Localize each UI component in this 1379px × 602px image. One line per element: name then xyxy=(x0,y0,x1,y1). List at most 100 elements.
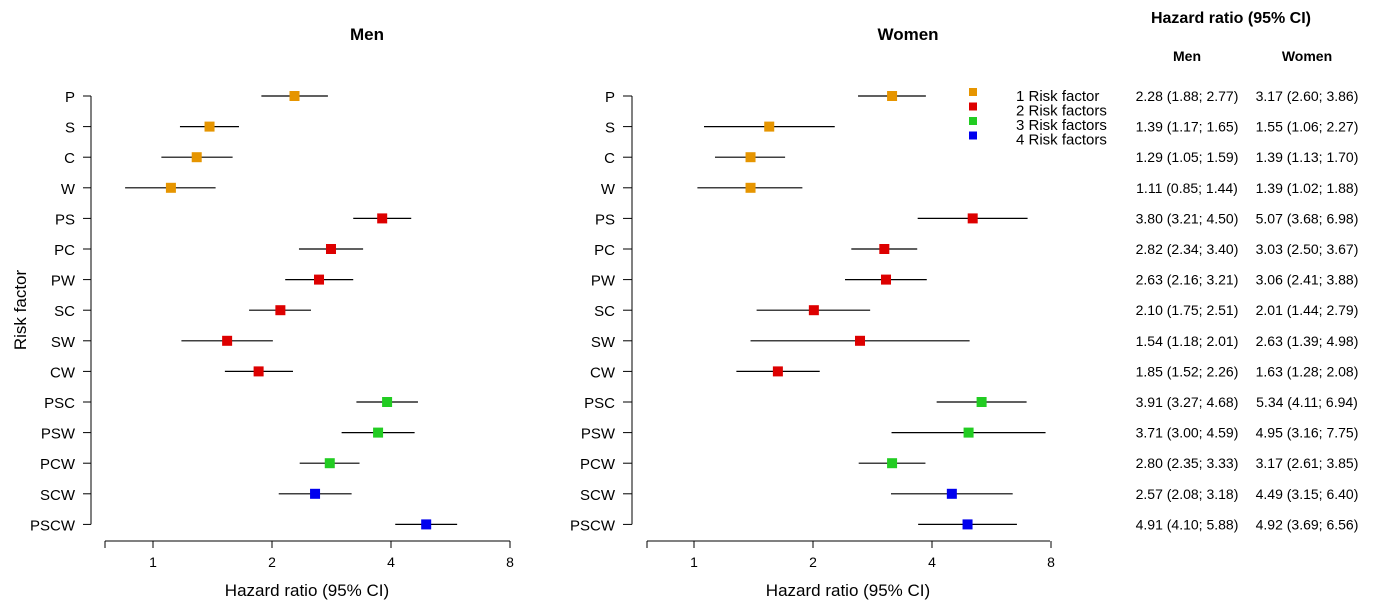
women-x-tick-label: 2 xyxy=(809,554,817,570)
men-hr-marker-sc xyxy=(275,305,286,316)
women-x-axis-label: Hazard ratio (95% CI) xyxy=(766,581,930,600)
men-hr-marker-scw xyxy=(310,488,321,499)
men-category-label-s: S xyxy=(65,120,75,137)
men-category-label-pw: PW xyxy=(51,273,76,290)
women-hr-marker-sc xyxy=(808,305,819,316)
women-category-label-psc: PSC xyxy=(584,395,615,412)
table-cell-women: 5.07 (3.68; 6.98) xyxy=(1256,210,1359,226)
women-category-label-sc: SC xyxy=(594,303,615,320)
men-hr-marker-ps xyxy=(377,213,388,224)
table-cell-men: 3.91 (3.27; 4.68) xyxy=(1136,394,1239,410)
table-header-men: Men xyxy=(1173,48,1201,64)
men-category-label-pcw: PCW xyxy=(40,456,76,473)
women-category-label-pscw: PSCW xyxy=(570,517,616,534)
table-cell-women: 2.01 (1.44; 2.79) xyxy=(1256,302,1359,318)
women-hr-marker-pc xyxy=(879,244,890,254)
women-category-label-cw: CW xyxy=(590,364,616,381)
men-hr-marker-pw xyxy=(314,274,325,285)
women-category-label-p: P xyxy=(605,89,615,106)
table-cell-men: 1.54 (1.18; 2.01) xyxy=(1136,333,1239,349)
table-cell-women: 3.06 (2.41; 3.88) xyxy=(1256,272,1359,288)
women-hr-marker-c xyxy=(745,152,756,163)
table-cell-men: 1.39 (1.17; 1.65) xyxy=(1136,119,1239,135)
women-hr-marker-scw xyxy=(946,488,957,499)
men-category-label-psc: PSC xyxy=(44,395,75,412)
women-hr-marker-pscw xyxy=(962,519,973,530)
women-category-label-sw: SW xyxy=(591,334,616,351)
men-hr-marker-w xyxy=(165,182,176,193)
women-hr-marker-sw xyxy=(855,335,866,346)
legend-swatch xyxy=(969,102,977,111)
table-cell-women: 1.39 (1.02; 1.88) xyxy=(1256,180,1359,196)
table-cell-men: 3.71 (3.00; 4.59) xyxy=(1136,425,1239,441)
table-cell-men: 4.91 (4.10; 5.88) xyxy=(1136,516,1239,532)
men-hr-marker-c xyxy=(191,152,202,163)
table-cell-women: 1.55 (1.06; 2.27) xyxy=(1256,119,1359,135)
men-category-label-c: C xyxy=(64,150,75,167)
table-header-women: Women xyxy=(1282,48,1332,64)
women-hr-marker-w xyxy=(745,182,756,193)
table-cell-men: 1.85 (1.52; 2.26) xyxy=(1136,363,1239,379)
legend-swatch xyxy=(969,88,977,96)
women-category-label-scw: SCW xyxy=(580,487,616,504)
men-x-tick-label: 8 xyxy=(506,554,514,570)
men-category-label-psw: PSW xyxy=(41,426,76,443)
men-hr-marker-s xyxy=(204,121,215,132)
women-hr-marker-ps xyxy=(967,213,978,224)
table-cell-women: 3.17 (2.61; 3.85) xyxy=(1256,455,1359,471)
men-x-tick-label: 4 xyxy=(387,554,395,570)
men-panel-title: Men xyxy=(350,25,384,44)
table-cell-men: 2.80 (2.35; 3.33) xyxy=(1136,455,1239,471)
table-cell-women: 4.92 (3.69; 6.56) xyxy=(1256,516,1359,532)
men-category-label-ps: PS xyxy=(55,211,75,228)
table-cell-men: 2.28 (1.88; 2.77) xyxy=(1136,88,1239,104)
men-x-tick-label: 2 xyxy=(268,554,276,570)
women-category-label-pc: PC xyxy=(594,242,615,259)
women-x-tick-label: 1 xyxy=(690,554,698,570)
men-hr-marker-p xyxy=(289,91,300,101)
men-x-axis-label: Hazard ratio (95% CI) xyxy=(225,581,389,600)
women-hr-marker-psw xyxy=(963,427,974,438)
table-cell-men: 2.57 (2.08; 3.18) xyxy=(1136,486,1239,502)
table-cell-women: 1.63 (1.28; 2.08) xyxy=(1256,363,1359,379)
women-category-label-ps: PS xyxy=(595,211,615,228)
table-cell-women: 3.17 (2.60; 3.86) xyxy=(1256,88,1359,104)
legend-entry-label: 1 Risk factor xyxy=(1016,88,1099,105)
men-hr-marker-pcw xyxy=(324,458,335,469)
table-cell-women: 3.03 (2.50; 3.67) xyxy=(1256,241,1359,257)
table-title: Hazard ratio (95% CI) xyxy=(1151,10,1311,27)
women-hr-marker-cw xyxy=(772,366,783,377)
table-cell-men: 1.29 (1.05; 1.59) xyxy=(1136,149,1239,165)
women-category-label-pw: PW xyxy=(591,273,616,290)
men-category-label-sc: SC xyxy=(54,303,75,320)
women-category-label-c: C xyxy=(604,150,615,167)
legend-entry-label: 2 Risk factors xyxy=(1016,103,1107,120)
women-panel-title: Women xyxy=(877,25,938,44)
table-cell-women: 4.49 (3.15; 6.40) xyxy=(1256,486,1359,502)
table-cell-men: 2.63 (2.16; 3.21) xyxy=(1136,272,1239,288)
men-hr-marker-sw xyxy=(222,335,233,346)
table-cell-men: 1.11 (0.85; 1.44) xyxy=(1136,180,1238,196)
table-cell-women: 1.39 (1.13; 1.70) xyxy=(1256,149,1359,165)
women-hr-marker-pcw xyxy=(887,458,898,469)
y-axis-label: Risk factor xyxy=(11,270,30,351)
men-x-tick-label: 1 xyxy=(149,554,157,570)
legend-entry-label: 3 Risk factors xyxy=(1016,117,1107,134)
table-cell-women: 2.63 (1.39; 4.98) xyxy=(1256,333,1359,349)
men-category-label-w: W xyxy=(61,181,76,198)
men-category-label-sw: SW xyxy=(51,334,76,351)
women-x-tick-label: 4 xyxy=(928,554,936,570)
table-cell-men: 2.10 (1.75; 2.51) xyxy=(1136,302,1239,318)
women-category-label-pcw: PCW xyxy=(580,456,616,473)
women-hr-marker-s xyxy=(764,121,775,132)
legend-swatch xyxy=(969,117,977,125)
men-hr-marker-psc xyxy=(382,397,393,407)
women-category-label-psw: PSW xyxy=(581,426,616,443)
women-category-label-s: S xyxy=(605,120,615,137)
women-category-label-w: W xyxy=(601,181,616,198)
men-category-label-pc: PC xyxy=(54,242,75,259)
